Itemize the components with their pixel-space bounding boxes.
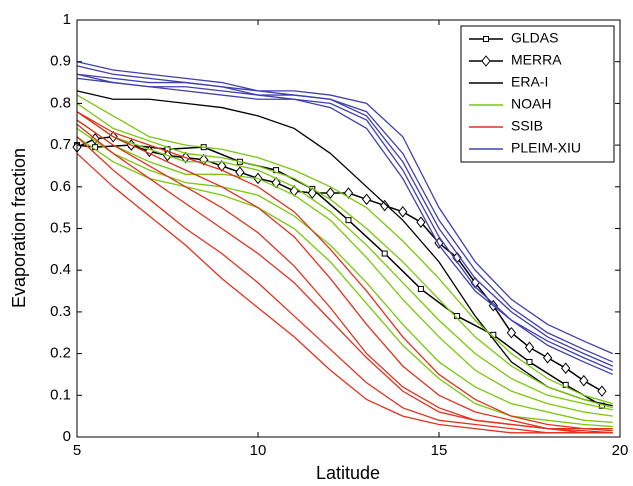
marker [235,166,245,179]
data-line [76,111,613,411]
x-tick-label: 20 [612,442,629,459]
data-line [76,73,614,371]
x-tick-label: 5 [73,442,81,459]
marker [561,362,571,374]
data-line [76,111,613,430]
y-tick-label: 0.3 [50,303,71,320]
marker [381,250,388,257]
data-line [76,136,613,434]
legend-label: SSIB [511,118,543,134]
data-line [76,111,613,432]
marker [417,285,424,292]
y-tick-label: 0.1 [50,386,71,403]
data-line [76,61,614,355]
y-tick-label: 1 [63,11,71,28]
data-line [76,152,613,434]
marker [345,217,352,224]
y-tick-label: 0.8 [50,94,71,111]
legend-marker [483,36,489,42]
marker [380,199,390,212]
data-line [76,119,613,417]
y-tick-label: 0.9 [50,53,71,70]
x-axis-label: Latitude [316,463,380,483]
legend-label: NOAH [511,96,551,112]
marker [524,341,535,354]
y-tick-label: 0.7 [50,136,71,153]
marker [325,187,336,199]
legend-marker [481,55,491,67]
data-line [76,77,614,376]
data-line [76,102,613,409]
data-line [76,136,613,428]
x-tick-label: 15 [431,442,448,459]
y-tick-label: 0.6 [50,178,71,195]
data-line [76,65,614,363]
marker [271,176,281,189]
marker [416,216,426,229]
marker [597,385,607,397]
data-line [76,135,603,392]
y-tick-label: 0 [63,428,71,445]
y-tick-label: 0.5 [50,219,71,236]
y-tick-label: 0.2 [50,345,71,362]
legend-box [460,25,615,163]
x-tick-label: 10 [250,442,267,459]
legend: GLDAS MERRA ERA-I NOAH SSIB PLEIM-XIU [460,25,615,163]
legend-label: MERRA [511,52,562,68]
marker [542,351,553,364]
marker [398,206,408,218]
y-axis-label: Evaporation fraction [9,148,29,308]
data-line [76,90,613,407]
marker [217,160,227,172]
data-line [76,73,614,367]
y-tick-label: 0.4 [50,261,71,278]
data-line [76,94,613,405]
legend-label: PLEIM-XIU [511,140,581,156]
marker [579,374,589,387]
marker [361,193,372,206]
marker [506,326,517,339]
data-line [76,144,603,407]
legend-label: GLDAS [511,30,558,46]
marker [526,358,533,365]
legend-label: ERA-I [511,74,548,90]
data-line [76,123,613,434]
